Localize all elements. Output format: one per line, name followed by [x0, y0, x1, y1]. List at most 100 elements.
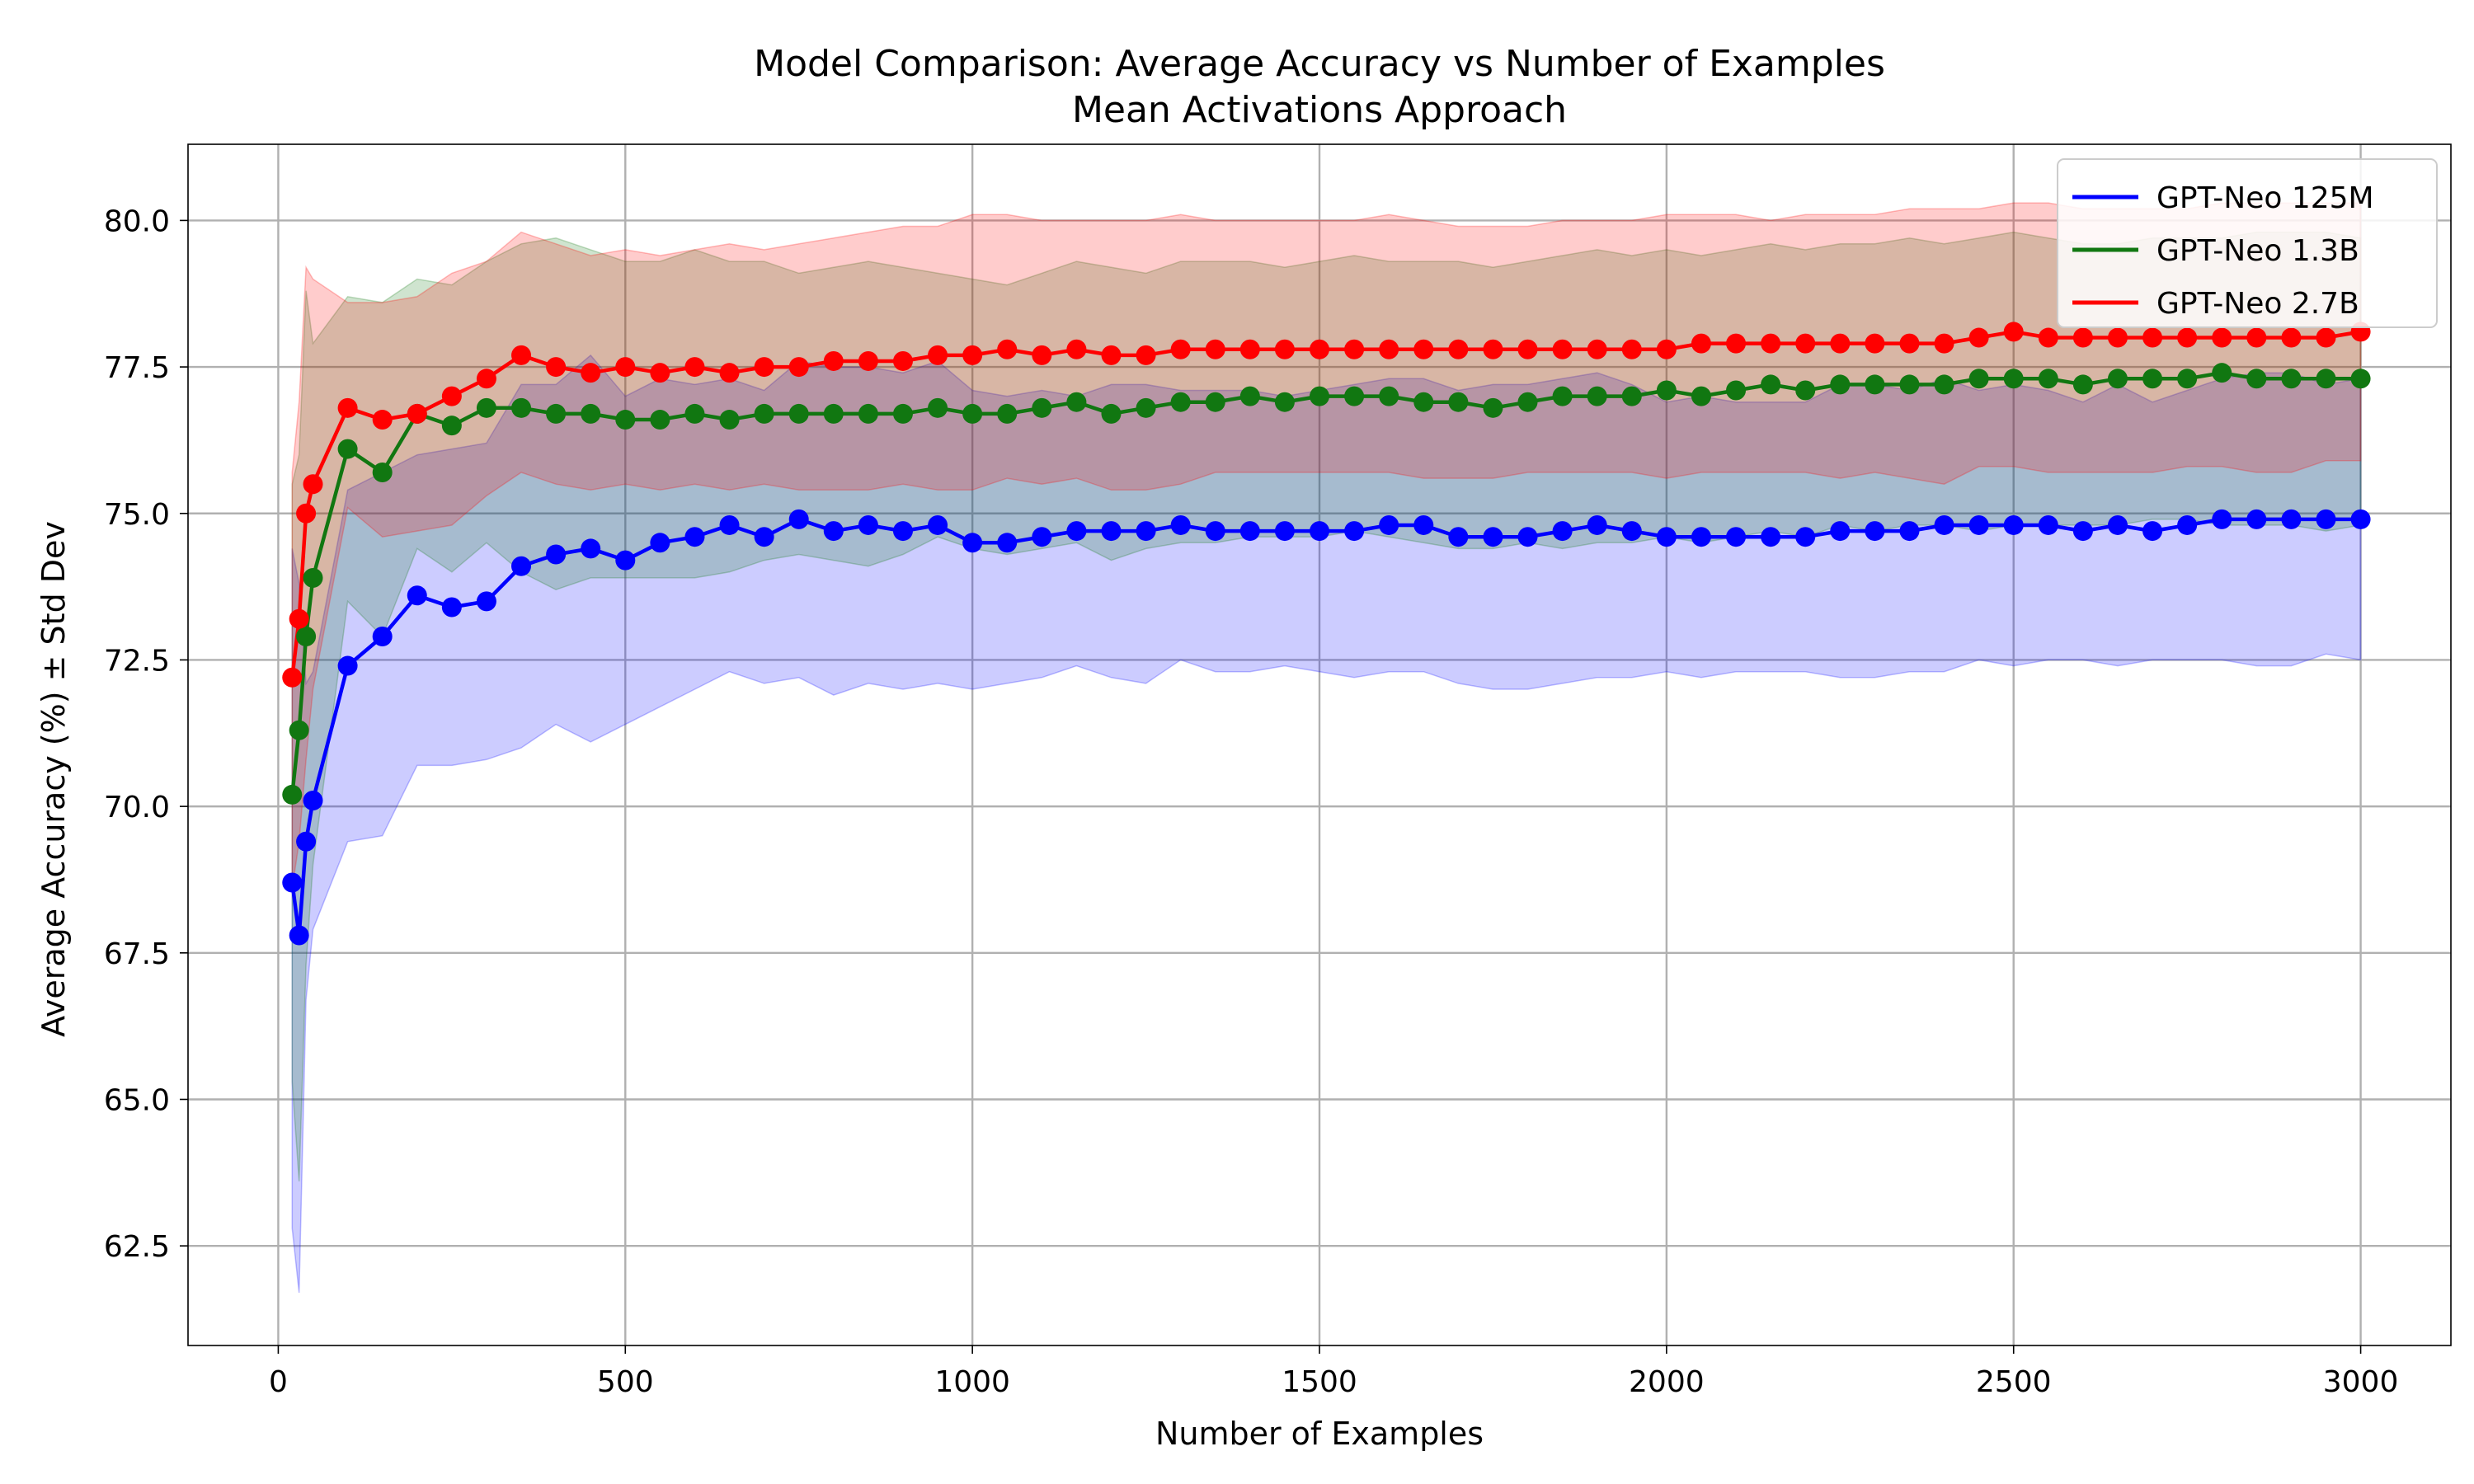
data-point-series-1	[1552, 386, 1573, 406]
data-point-series-1	[1656, 380, 1677, 401]
data-point-series-2	[1691, 333, 1711, 354]
data-point-series-0	[476, 591, 496, 612]
data-point-series-0	[303, 791, 323, 811]
data-point-series-1	[2142, 369, 2163, 389]
data-point-series-0	[337, 655, 358, 676]
data-point-series-1	[289, 720, 309, 740]
data-point-series-2	[858, 350, 878, 371]
data-point-series-0	[788, 509, 809, 529]
data-point-series-0	[282, 872, 303, 893]
data-point-series-2	[615, 357, 636, 378]
data-point-series-2	[1552, 339, 1573, 359]
data-point-series-1	[2281, 369, 2302, 389]
data-point-series-0	[1483, 527, 1503, 547]
data-point-series-2	[2003, 322, 2024, 342]
data-point-series-2	[719, 363, 740, 383]
data-point-series-1	[1830, 374, 1851, 395]
data-point-series-2	[511, 345, 532, 365]
data-point-series-2	[2038, 327, 2058, 348]
data-point-series-0	[2142, 521, 2163, 542]
data-point-series-2	[1170, 339, 1191, 359]
data-point-series-0	[1170, 514, 1191, 535]
data-point-series-2	[1830, 333, 1851, 354]
y-axis-label: Average Accuracy (%) ± Std Dev	[35, 521, 72, 1037]
data-point-series-2	[962, 345, 983, 365]
data-point-series-2	[546, 357, 567, 378]
chart-subtitle: Mean Activations Approach	[1072, 89, 1567, 131]
y-tick-label: 77.5	[104, 351, 170, 385]
data-point-series-2	[1310, 339, 1329, 359]
data-point-series-1	[1310, 386, 1329, 406]
data-point-series-1	[2177, 369, 2198, 389]
data-point-series-1	[1101, 403, 1122, 424]
y-tick-label: 62.5	[104, 1230, 170, 1264]
data-point-series-0	[1691, 527, 1711, 547]
x-tick-label: 2000	[1629, 1365, 1705, 1399]
data-point-series-1	[1344, 386, 1365, 406]
data-point-series-2	[289, 608, 309, 629]
data-point-series-1	[546, 403, 567, 424]
data-point-series-0	[511, 556, 532, 576]
data-point-series-2	[1726, 333, 1747, 354]
x-tick-label: 3000	[2323, 1365, 2399, 1399]
data-point-series-0	[754, 527, 774, 547]
series-points	[282, 322, 2371, 946]
data-point-series-2	[1899, 333, 1920, 354]
data-point-series-2	[372, 410, 393, 430]
x-tick-label: 0	[269, 1365, 288, 1399]
data-point-series-2	[788, 357, 809, 378]
data-point-series-1	[997, 403, 1018, 424]
data-point-series-0	[372, 627, 393, 647]
x-tick-label: 500	[597, 1365, 654, 1399]
data-point-series-2	[823, 350, 844, 371]
data-point-series-0	[581, 538, 601, 559]
data-point-series-0	[2177, 514, 2198, 535]
data-point-series-2	[1865, 333, 1885, 354]
data-point-series-0	[1066, 521, 1087, 542]
data-point-series-0	[1726, 527, 1747, 547]
data-point-series-2	[1621, 339, 1642, 359]
data-point-series-1	[372, 463, 393, 483]
data-point-series-1	[962, 403, 983, 424]
data-point-series-0	[1899, 521, 1920, 542]
data-point-series-2	[684, 357, 705, 378]
data-point-series-1	[1621, 386, 1642, 406]
data-point-series-0	[2107, 514, 2128, 535]
data-point-series-2	[650, 363, 670, 383]
data-point-series-0	[1656, 527, 1677, 547]
data-point-series-1	[684, 403, 705, 424]
data-point-series-2	[1101, 345, 1122, 365]
y-tick-label: 67.5	[104, 937, 170, 971]
data-point-series-1	[1239, 386, 1260, 406]
data-point-series-2	[476, 369, 496, 389]
data-point-series-1	[754, 403, 774, 424]
data-point-series-1	[511, 397, 532, 418]
data-point-series-0	[1552, 521, 1573, 542]
data-point-series-0	[1517, 527, 1538, 547]
data-point-series-0	[2350, 509, 2371, 529]
data-point-series-2	[2177, 327, 2198, 348]
data-point-series-0	[441, 597, 462, 618]
x-tick-label: 1000	[934, 1365, 1010, 1399]
data-point-series-1	[2316, 369, 2336, 389]
data-point-series-1	[1448, 392, 1469, 412]
data-point-series-1	[2212, 363, 2232, 383]
data-point-series-1	[1205, 392, 1225, 412]
data-point-series-1	[719, 410, 740, 430]
data-point-series-0	[1239, 521, 1260, 542]
data-point-series-2	[1379, 339, 1399, 359]
grid-lines	[188, 144, 2451, 1345]
data-point-series-0	[1205, 521, 1225, 542]
data-point-series-1	[441, 416, 462, 436]
std-dev-bands	[291, 202, 2362, 1294]
data-point-series-1	[1066, 392, 1087, 412]
data-point-series-2	[1448, 339, 1469, 359]
data-point-series-0	[1830, 521, 1851, 542]
data-point-series-1	[2003, 369, 2024, 389]
data-point-series-2	[2142, 327, 2163, 348]
data-point-series-1	[581, 403, 601, 424]
y-tick-label: 80.0	[104, 204, 170, 238]
y-tick-label: 70.0	[104, 791, 170, 824]
data-point-series-1	[337, 439, 358, 459]
data-point-series-2	[296, 503, 317, 524]
